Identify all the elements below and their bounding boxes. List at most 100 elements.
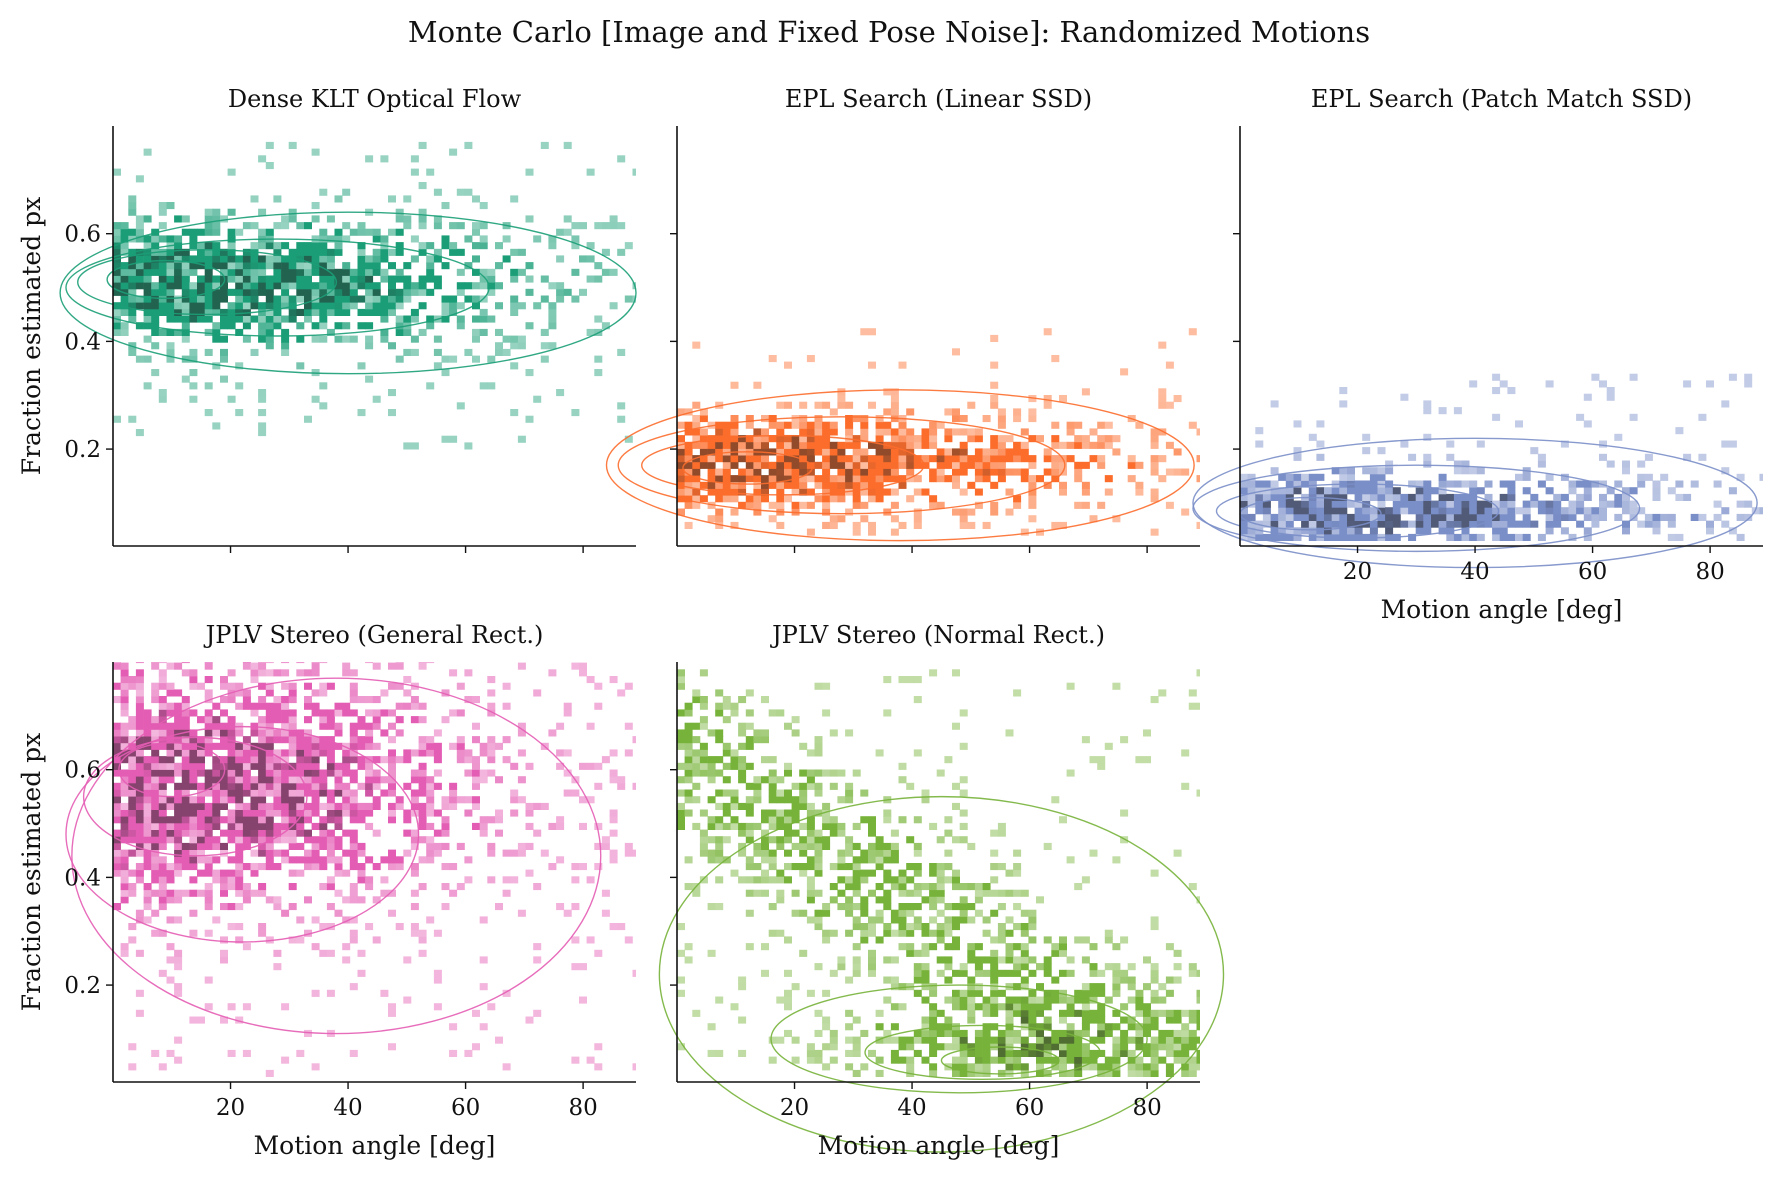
heatmap-cell (921, 949, 930, 957)
heatmap-cell (1158, 1029, 1167, 1037)
heatmap-cell (1293, 500, 1302, 508)
heatmap-cell (967, 949, 976, 957)
heatmap-cell (952, 481, 960, 489)
heatmap-cell (1043, 401, 1052, 409)
heatmap-cell (883, 421, 892, 429)
heatmap-cell (1059, 996, 1067, 1004)
heatmap-cell (883, 488, 892, 496)
heatmap-cell (166, 876, 175, 884)
heatmap-cell (204, 709, 213, 717)
heatmap-cell (517, 842, 526, 850)
heatmap-cell (357, 295, 366, 303)
heatmap-cell (883, 889, 892, 897)
heatmap-cell (242, 689, 251, 697)
heatmap-cell (212, 729, 221, 737)
heatmap-cell (1028, 909, 1037, 917)
heatmap-cell (1066, 1029, 1075, 1037)
kde-contour (1215, 483, 1500, 539)
heatmap-cell (784, 863, 792, 871)
heatmap-cell (281, 282, 290, 290)
heatmap-cell (326, 796, 335, 804)
heatmap-cell (166, 288, 175, 296)
heatmap-cell (349, 809, 358, 817)
heatmap-cell (273, 789, 282, 797)
heatmap-cell (1020, 441, 1029, 449)
heatmap-cell (1097, 983, 1106, 991)
heatmap-cell (472, 228, 480, 236)
heatmap-cell (1112, 435, 1121, 443)
heatmap-cell (449, 669, 458, 677)
heatmap-cell (304, 288, 312, 296)
heatmap-cell (151, 929, 160, 937)
heatmap-cell (990, 381, 999, 389)
heatmap-cell (433, 829, 442, 837)
heatmap-cell (594, 369, 603, 377)
heatmap-cell (525, 869, 534, 877)
heatmap-cell (997, 448, 1006, 456)
heatmap-cell (579, 863, 587, 871)
heatmap-cell (395, 702, 404, 710)
heatmap-cell (174, 842, 183, 850)
heatmap-cell (898, 1036, 907, 1044)
heatmap-cell (189, 288, 198, 296)
heatmap-cell (212, 422, 221, 430)
heatmap-cell (1568, 533, 1577, 541)
heatmap-cell (1081, 1003, 1090, 1011)
heatmap-cell (1173, 963, 1182, 971)
heatmap-cell (288, 762, 297, 770)
heatmap-cell (227, 903, 236, 911)
heatmap-cell (250, 829, 259, 837)
heatmap-cell (806, 435, 815, 443)
heatmap-cell (510, 335, 519, 343)
heatmap-cell (349, 1049, 358, 1057)
heatmap-cell (1074, 1036, 1083, 1044)
heatmap-cell (761, 889, 769, 897)
heatmap-cell (235, 863, 244, 871)
heatmap-cell (212, 842, 221, 850)
heatmap-cell (837, 769, 846, 777)
heatmap-cell (768, 929, 777, 937)
heatmap-cell (265, 829, 274, 837)
heatmap-cell (929, 669, 938, 677)
heatmap-cell (1089, 756, 1098, 764)
heatmap-cell (1446, 493, 1455, 501)
heatmap-cell (265, 849, 274, 857)
heatmap-cell (342, 282, 351, 290)
heatmap-cell (357, 228, 366, 236)
heatmap-cell (365, 856, 374, 864)
heatmap-cell (1255, 427, 1264, 435)
heatmap-cell (1036, 1029, 1044, 1037)
heatmap-cell (212, 702, 221, 710)
heatmap-cell (944, 408, 953, 416)
heatmap-cell (1158, 1036, 1167, 1044)
heatmap-cell (265, 228, 274, 236)
heatmap-cell (319, 248, 328, 256)
heatmap-cell (410, 696, 419, 704)
heatmap-cell (456, 315, 465, 323)
heatmap-cell (242, 302, 251, 310)
heatmap-cell (1392, 487, 1401, 495)
heatmap-cell (250, 816, 259, 824)
heatmap-cell (1097, 461, 1106, 469)
heatmap-cell (944, 876, 953, 884)
heatmap-cell (768, 435, 777, 443)
heatmap-cell (990, 481, 999, 489)
heatmap-cell (1637, 473, 1646, 481)
heatmap-cell (281, 288, 290, 296)
heatmap-cell (1255, 533, 1264, 541)
heatmap-cell (1423, 520, 1432, 528)
heatmap-cell (906, 461, 915, 469)
heatmap-cell (730, 441, 739, 449)
heatmap-cell (1143, 1029, 1151, 1037)
heatmap-cell (1331, 487, 1340, 495)
heatmap-cell (822, 903, 831, 911)
heatmap-cell (860, 481, 869, 489)
heatmap-cell (189, 262, 198, 270)
heatmap-cell (1059, 521, 1067, 529)
heatmap-cell (120, 756, 129, 764)
heatmap-cell (548, 863, 557, 871)
heatmap-cell (997, 408, 1006, 416)
heatmap-cell (929, 1029, 938, 1037)
heatmap-cell (1089, 989, 1098, 997)
heatmap-cell (738, 475, 747, 483)
